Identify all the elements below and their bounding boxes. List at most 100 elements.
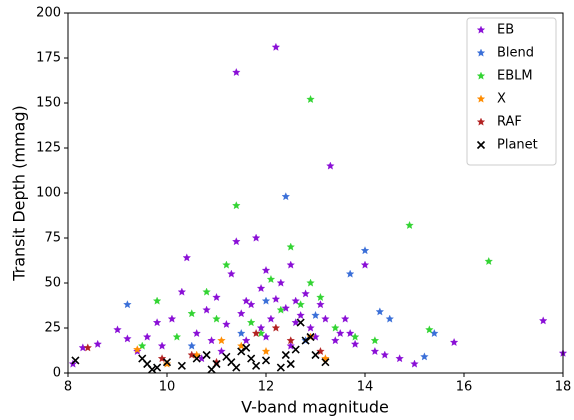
star-marker <box>281 303 290 312</box>
star-marker <box>271 323 281 332</box>
x-marker <box>153 363 162 372</box>
x-marker <box>162 358 172 367</box>
star-marker <box>476 94 486 103</box>
star-marker <box>152 318 162 327</box>
x-marker <box>276 363 285 372</box>
star-marker <box>375 307 385 316</box>
star-marker <box>306 278 315 287</box>
star-marker <box>484 257 493 265</box>
star-marker <box>232 68 241 76</box>
star-marker <box>449 338 459 346</box>
star-marker <box>212 293 221 301</box>
star-marker <box>202 305 211 314</box>
legend-label: Planet <box>497 138 538 153</box>
star-marker <box>266 314 276 323</box>
star-marker <box>237 309 246 318</box>
x-marker <box>291 345 300 354</box>
y-tick-label: 125 <box>36 141 61 156</box>
star-marker <box>212 314 221 323</box>
star-marker <box>261 347 271 355</box>
star-marker <box>316 300 325 309</box>
x-tick-label: 18 <box>555 380 572 395</box>
star-marker <box>167 314 177 323</box>
star-marker <box>291 296 300 305</box>
star-marker <box>326 161 335 170</box>
x-marker <box>296 318 305 327</box>
star-marker <box>296 311 305 319</box>
y-axis-label: Transit Depth (mmag) <box>10 105 29 282</box>
y-tick-label: 175 <box>36 51 61 66</box>
star-marker <box>286 242 295 251</box>
legend-label: RAF <box>497 115 522 130</box>
x-marker <box>306 332 315 342</box>
star-marker <box>306 323 315 332</box>
star-marker <box>380 350 389 359</box>
star-marker <box>476 117 486 126</box>
star-marker <box>345 329 355 337</box>
star-marker <box>222 320 231 328</box>
star-marker <box>341 314 350 323</box>
star-marker <box>296 300 305 309</box>
legend-label: Blend <box>497 46 534 61</box>
x-marker <box>476 140 486 150</box>
star-marker <box>350 332 360 341</box>
star-marker <box>311 311 320 319</box>
star-marker <box>152 296 162 305</box>
star-marker <box>187 309 196 318</box>
star-marker <box>301 289 310 298</box>
x-axis-label: V-band magnitude <box>241 398 389 417</box>
star-marker <box>93 339 102 348</box>
x-marker <box>192 354 201 363</box>
star-marker <box>182 253 191 262</box>
y-tick-label: 25 <box>44 321 61 336</box>
star-marker <box>217 347 226 355</box>
x-marker <box>311 350 320 360</box>
star-marker <box>207 336 216 345</box>
star-marker <box>232 201 241 210</box>
x-marker <box>148 365 157 374</box>
y-tick-label: 200 <box>36 6 61 21</box>
star-marker <box>256 284 266 292</box>
x-marker <box>232 363 241 372</box>
star-marker <box>405 221 414 229</box>
star-marker <box>143 332 152 341</box>
star-marker <box>261 296 271 305</box>
star-marker <box>271 294 281 303</box>
star-marker <box>187 341 196 350</box>
star-marker <box>266 275 276 283</box>
legend-label: EBLM <box>497 69 533 84</box>
x-tick-label: 14 <box>357 380 374 395</box>
x-marker <box>202 350 211 360</box>
x-marker <box>177 361 186 370</box>
star-marker <box>242 296 251 305</box>
star-marker <box>177 287 187 296</box>
star-marker <box>286 336 295 345</box>
legend: EB Blend EBLM X RAF Planet <box>466 17 557 166</box>
y-tick-label: 100 <box>36 186 61 201</box>
legend-label: EB <box>497 23 514 38</box>
x-tick-label: 16 <box>456 380 473 395</box>
star-marker <box>172 332 182 341</box>
star-marker <box>336 329 345 337</box>
y-tick-label: 0 <box>53 366 61 381</box>
star-marker <box>232 237 241 246</box>
star-marker <box>246 300 256 309</box>
y-tick-label: 50 <box>44 276 61 291</box>
x-marker <box>281 350 290 360</box>
star-marker <box>251 233 261 242</box>
x-tick-label: 8 <box>64 380 72 395</box>
star-marker <box>385 314 394 323</box>
star-marker <box>331 323 340 332</box>
star-marker <box>425 325 434 334</box>
star-marker <box>316 293 325 301</box>
star-marker <box>281 192 290 201</box>
x-marker <box>207 365 216 374</box>
star-marker <box>217 336 226 345</box>
star-marker <box>410 359 419 368</box>
x-marker <box>237 347 246 356</box>
star-marker <box>395 354 404 363</box>
star-marker <box>476 71 486 80</box>
star-marker <box>261 266 271 274</box>
star-marker <box>350 339 360 348</box>
